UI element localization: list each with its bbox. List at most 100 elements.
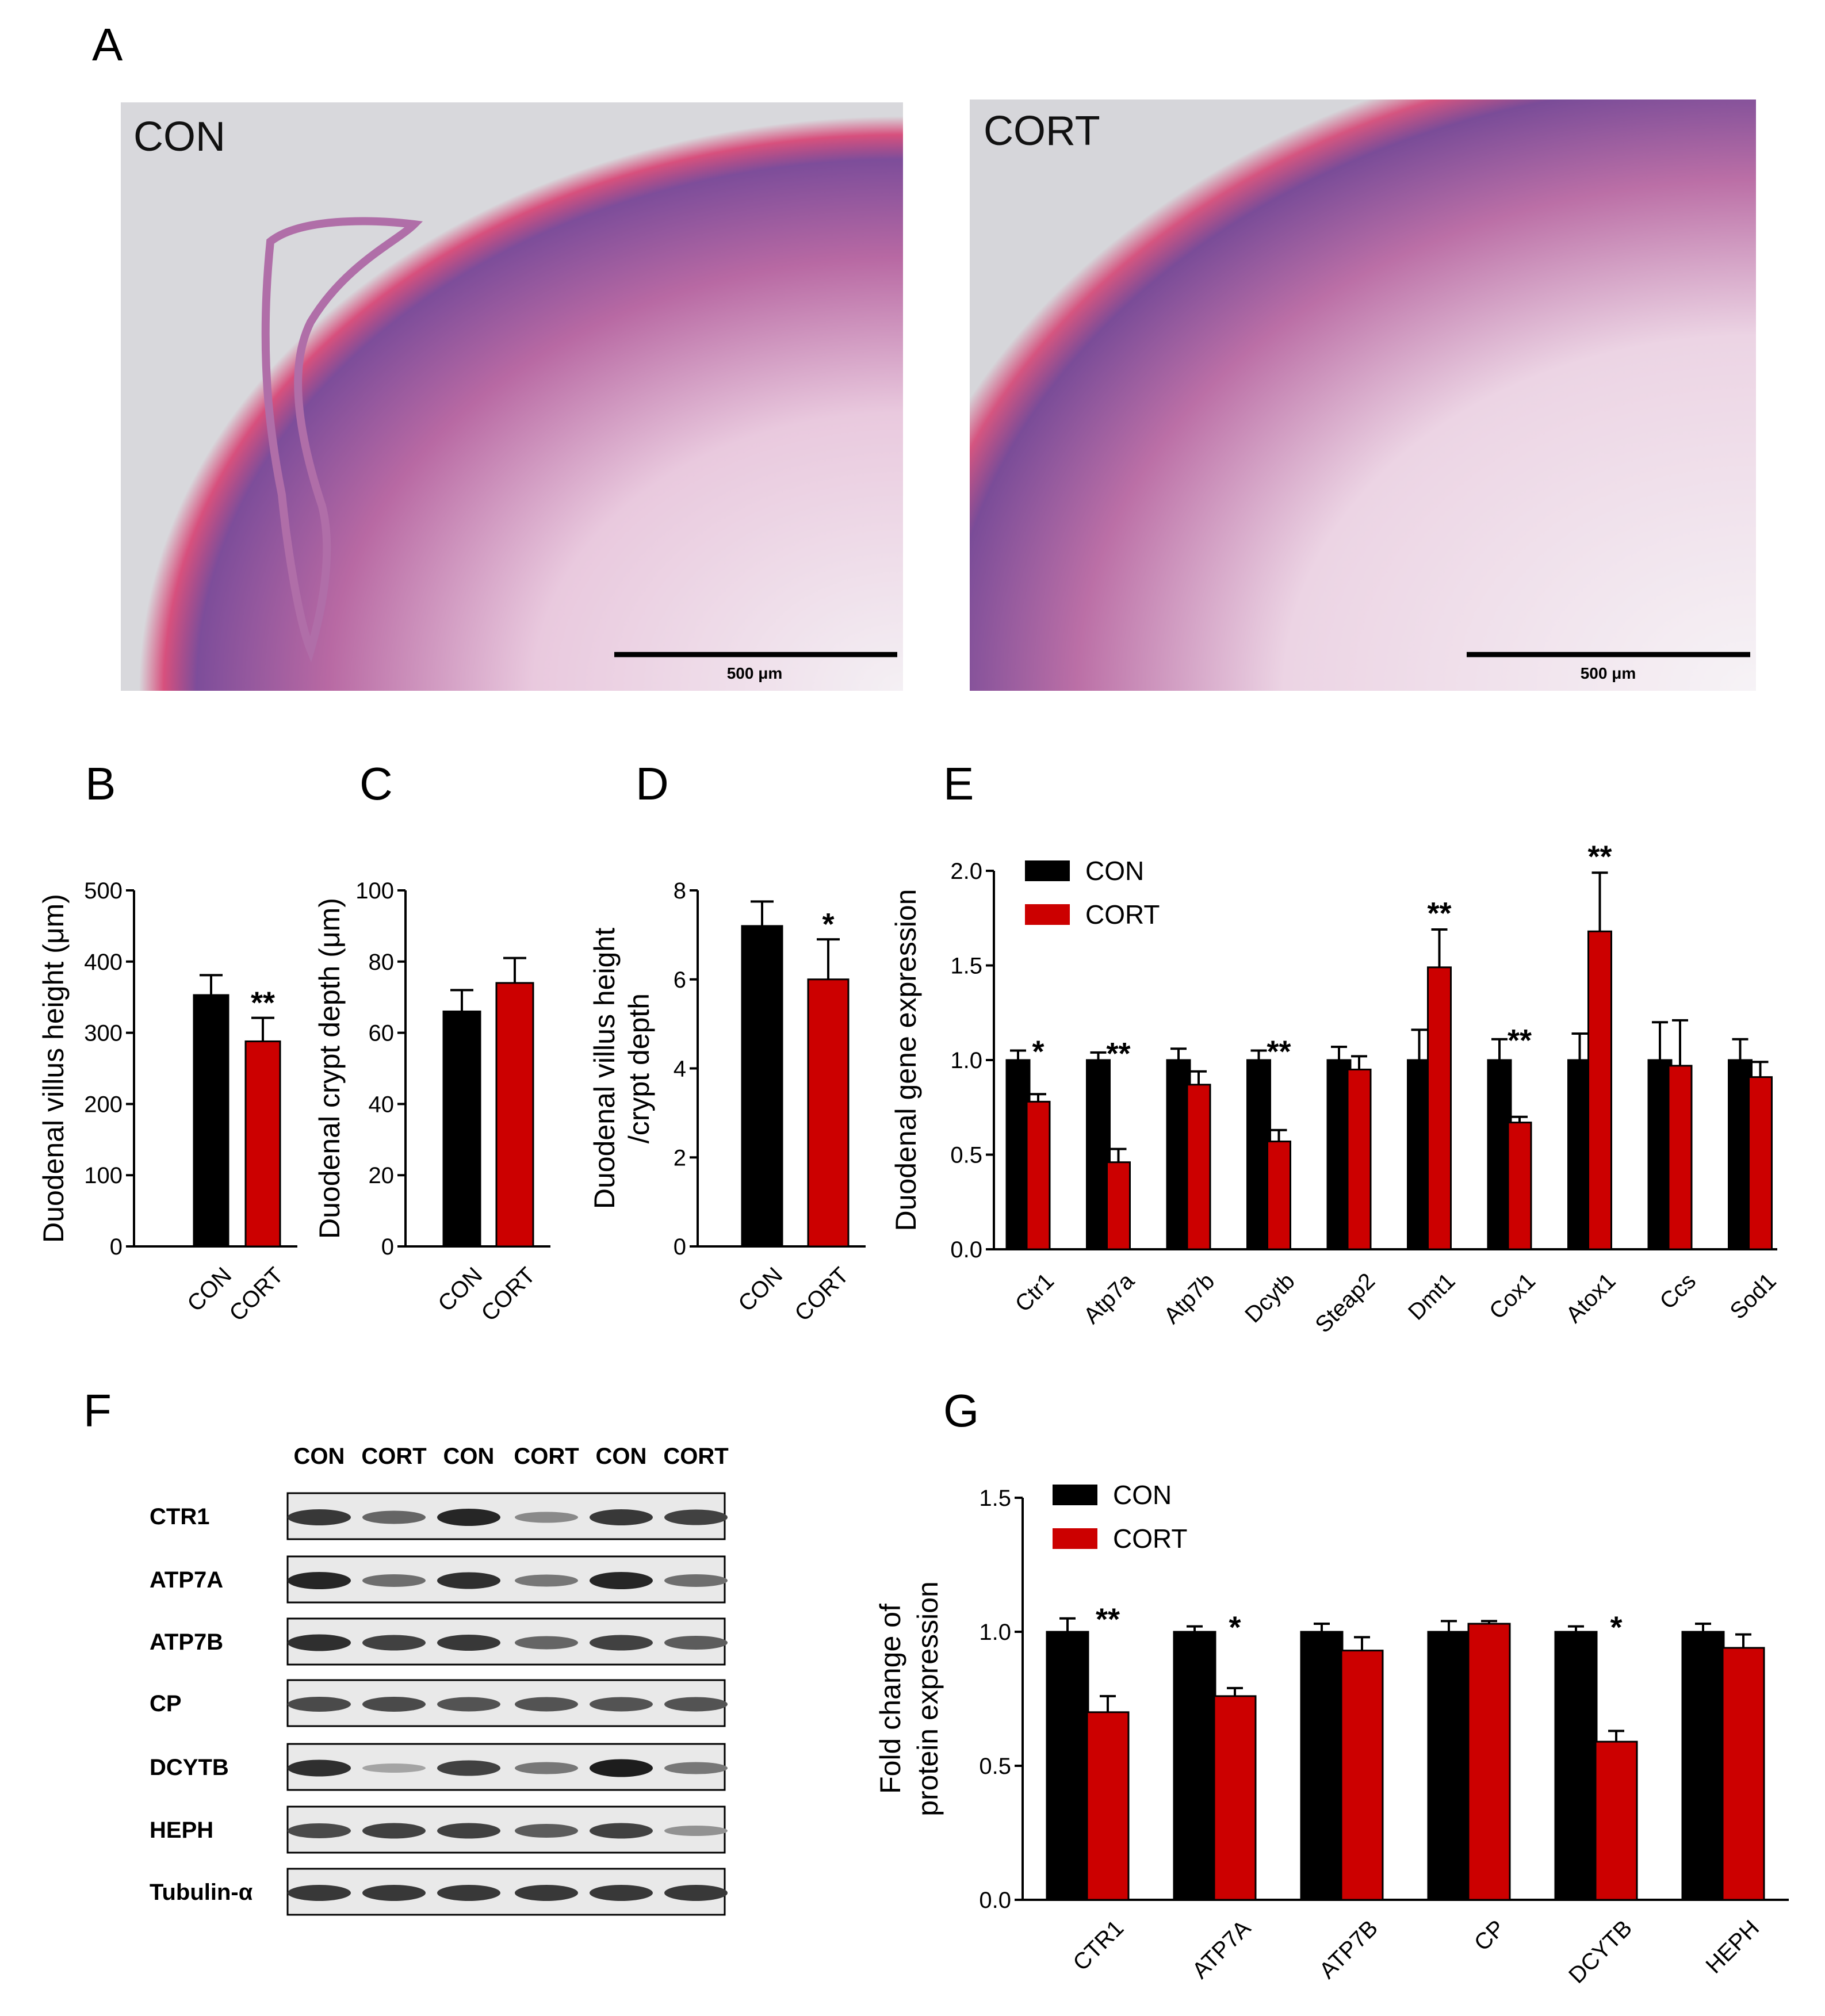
y-tick-label: 40 (369, 1092, 395, 1117)
blot-band (362, 1763, 426, 1773)
significance-marker: ** (1267, 1035, 1291, 1069)
y-tick-label: 0 (381, 1234, 394, 1260)
blot-band (288, 1572, 351, 1589)
blot-band (288, 1759, 351, 1777)
y-tick-label: 2.0 (950, 859, 982, 884)
bar-con-cp (1427, 1631, 1471, 1901)
bar-cort (495, 982, 534, 1248)
y-tick-label: 1.0 (950, 1048, 982, 1073)
y-axis-label: Duodenal villus height (588, 928, 621, 1209)
blot-label: HEPH (150, 1818, 213, 1843)
y-tick-label: 1.5 (979, 1486, 1011, 1511)
bar-cort (244, 1040, 281, 1248)
bar-con-heph (1681, 1631, 1725, 1901)
significance-marker: ** (1508, 1023, 1532, 1058)
significance-marker: ** (251, 986, 275, 1020)
x-tick-label: CP (1470, 1915, 1510, 1956)
bar-cort-heph (1721, 1647, 1765, 1901)
y-tick-label: 100 (355, 878, 394, 904)
x-tick-label: CORT (476, 1263, 540, 1326)
bar-cort-ctr1 (1086, 1711, 1130, 1901)
bar-cort-steap2 (1346, 1068, 1372, 1250)
image-label-con: CON (133, 114, 225, 160)
histology-image-con: CON 500 μm (121, 102, 903, 691)
image-label-cort: CORT (984, 108, 1100, 154)
significance-marker: ** (1106, 1036, 1130, 1071)
x-tick-label: HEPH (1701, 1915, 1764, 1979)
panel-label-e: E (943, 758, 974, 809)
x-tick-label: Atox1 (1561, 1268, 1620, 1328)
legend-swatch-cort (1025, 904, 1070, 925)
lane-label: CON (443, 1444, 495, 1469)
blot-band (664, 1697, 728, 1712)
y-tick-label: 0 (110, 1234, 123, 1260)
blot-strip (286, 1868, 726, 1916)
blot-label: Tubulin-α (150, 1880, 253, 1905)
panel-label-d: D (636, 758, 669, 809)
significance-marker: * (1229, 1610, 1241, 1645)
y-tick-label: 6 (674, 967, 686, 993)
bar-con-dcytb (1246, 1059, 1271, 1250)
blot-band (664, 1885, 728, 1901)
detached-villi (261, 217, 423, 663)
bar-cort (807, 978, 850, 1248)
blot-band (664, 1509, 728, 1525)
blot-band (362, 1635, 426, 1651)
bar-cort-ctr1 (1026, 1100, 1051, 1250)
significance-marker: ** (1587, 839, 1612, 874)
blot-band (362, 1697, 426, 1712)
chart-e: 0.00.51.01.52.0*Ctr1**Atp7a Atp7b**Dcytb S… (890, 839, 1781, 1338)
y-tick-label: 100 (84, 1163, 123, 1188)
y-tick-label: 0.0 (950, 1237, 982, 1263)
blot-strip (286, 1492, 726, 1540)
blot-band (288, 1823, 351, 1838)
x-tick-label: Atp7b (1159, 1268, 1219, 1329)
legend-label-con: CON (1085, 856, 1144, 886)
bar-cort-atp7a (1106, 1161, 1131, 1250)
blot-band (590, 1509, 653, 1525)
x-tick-label: Dmt1 (1403, 1268, 1460, 1325)
bar-con-dcytb (1554, 1631, 1598, 1901)
blot-band (288, 1697, 351, 1712)
y-tick-label: 300 (84, 1021, 123, 1046)
lane-label: CORT (663, 1444, 728, 1469)
blot-band (515, 1762, 578, 1774)
blot-label: CTR1 (150, 1504, 209, 1529)
blot-label: ATP7A (150, 1567, 223, 1593)
blot-band (590, 1635, 653, 1651)
y-tick-label: 0.5 (950, 1143, 982, 1168)
blot-band (664, 1574, 728, 1587)
bar-con-ctr1 (1046, 1631, 1089, 1901)
x-tick-label: Steap2 (1310, 1268, 1380, 1338)
tissue-section-cort (970, 100, 1756, 691)
bar-con-atox1 (1567, 1059, 1592, 1250)
y-axis-label: Duodenal villus height (μm) (37, 894, 70, 1243)
scale-bar-label-cort: 500 μm (1581, 664, 1636, 682)
lane-label: CON (596, 1444, 647, 1469)
y-axis-label: Duodenal gene expression (890, 889, 922, 1231)
bar-cort-cp (1467, 1623, 1511, 1901)
y-tick-label: 0 (674, 1234, 686, 1260)
legend-swatch-cort (1053, 1528, 1097, 1549)
lane-label: CON (294, 1444, 345, 1469)
x-tick-label: Ccs (1655, 1268, 1701, 1314)
blot-band (288, 1634, 351, 1651)
y-tick-label: 8 (674, 878, 686, 904)
blot-band (590, 1697, 653, 1712)
blot-band (362, 1823, 426, 1839)
x-tick-label: Ctr1 (1011, 1268, 1059, 1317)
blot-band (437, 1572, 500, 1589)
bar-con-atp7a (1086, 1059, 1111, 1250)
y-tick-label: 60 (369, 1021, 395, 1046)
panel-label-a: A (92, 19, 123, 70)
blot-band (515, 1636, 578, 1650)
legend-swatch-con (1025, 860, 1070, 881)
blot-band (362, 1885, 426, 1901)
blot-band (590, 1823, 653, 1839)
blot-band (288, 1509, 351, 1525)
blot-strip (286, 1805, 726, 1854)
significance-marker: * (1032, 1035, 1044, 1069)
x-tick-label: CON (733, 1263, 787, 1317)
